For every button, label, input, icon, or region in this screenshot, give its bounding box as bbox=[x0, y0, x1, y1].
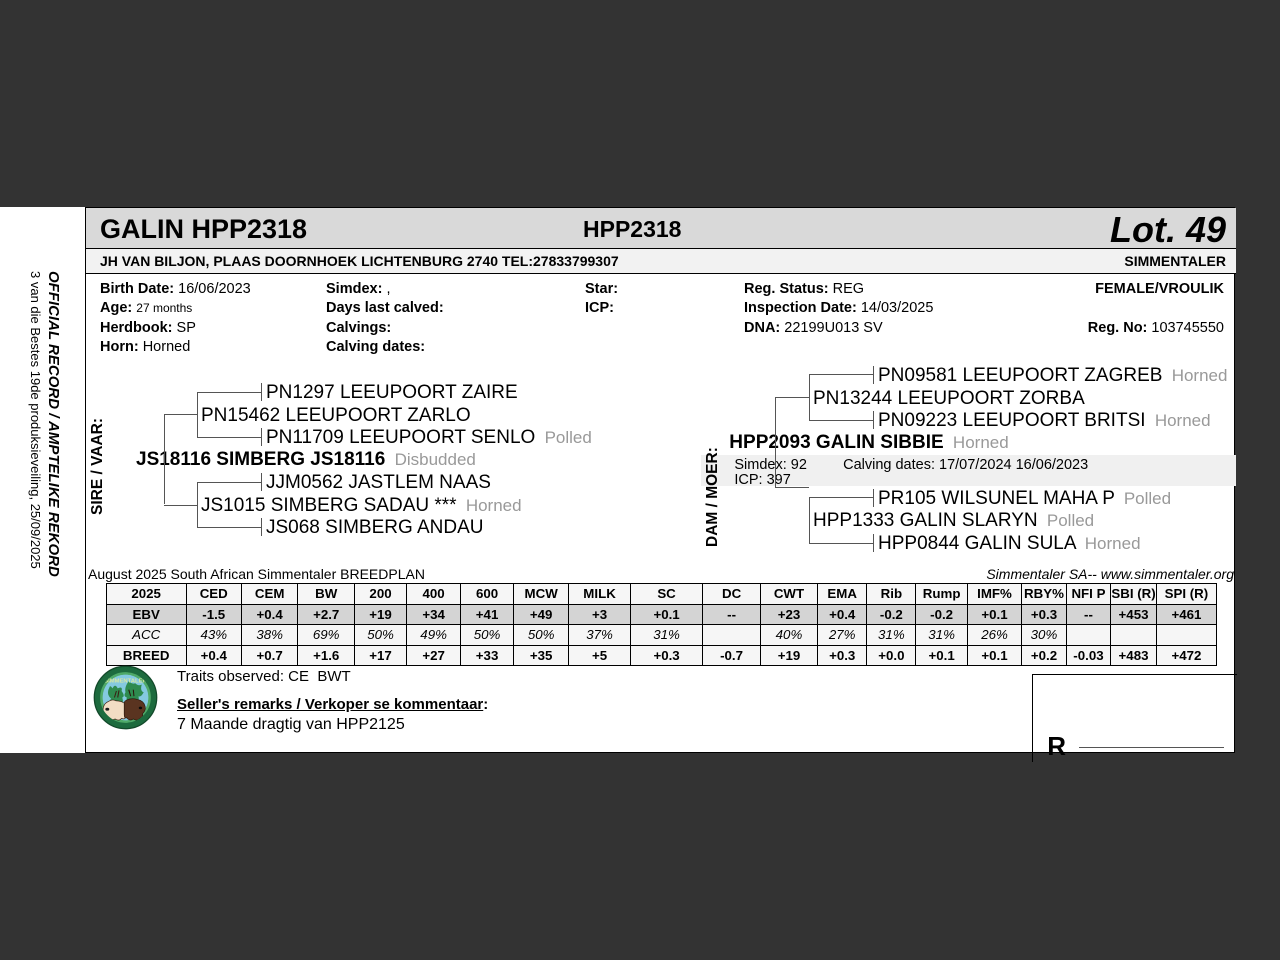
svg-text:SIMMENTALER: SIMMENTALER bbox=[104, 679, 147, 685]
